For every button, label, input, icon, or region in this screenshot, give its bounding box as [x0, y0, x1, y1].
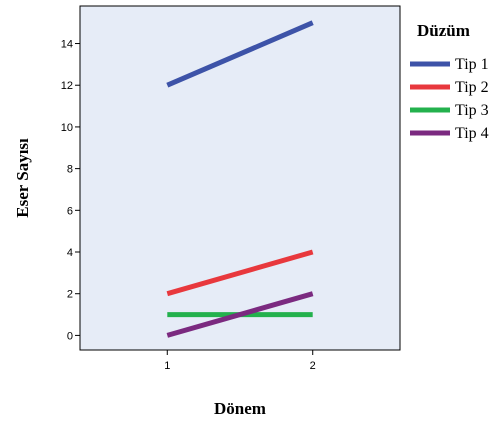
- x-tick-label: 1: [164, 360, 170, 372]
- legend-title: Düzüm: [417, 21, 470, 40]
- y-axis: 0 2 4 6 8 10 12 14: [61, 39, 80, 342]
- y-tick-label: 14: [61, 39, 73, 51]
- legend-label: Tip 2: [455, 79, 489, 96]
- y-tick-label: 0: [67, 330, 73, 342]
- y-tick-label: 8: [67, 164, 73, 176]
- y-tick-label: 4: [67, 247, 73, 259]
- y-tick-label: 10: [61, 122, 73, 134]
- legend: Düzüm Tip 1 Tip 2 Tip 3 Tip 4: [410, 21, 489, 142]
- legend-label: Tip 3: [455, 102, 489, 119]
- plot-area: [79, 5, 401, 351]
- y-tick-label: 2: [67, 289, 73, 301]
- x-tick-label: 2: [310, 360, 316, 372]
- series-line-tip-4: [166, 291, 314, 338]
- legend-label: Tip 1: [455, 56, 489, 73]
- x-axis-title: Dönem: [214, 399, 266, 418]
- series-line-tip-1: [166, 20, 314, 88]
- series-line-tip-2: [166, 249, 314, 297]
- legend-label: Tip 4: [455, 125, 489, 142]
- y-axis-title: Eser Sayısı: [13, 138, 32, 218]
- series-layer: [166, 20, 314, 338]
- y-tick-label: 12: [61, 80, 73, 92]
- y-tick-label: 6: [67, 205, 73, 217]
